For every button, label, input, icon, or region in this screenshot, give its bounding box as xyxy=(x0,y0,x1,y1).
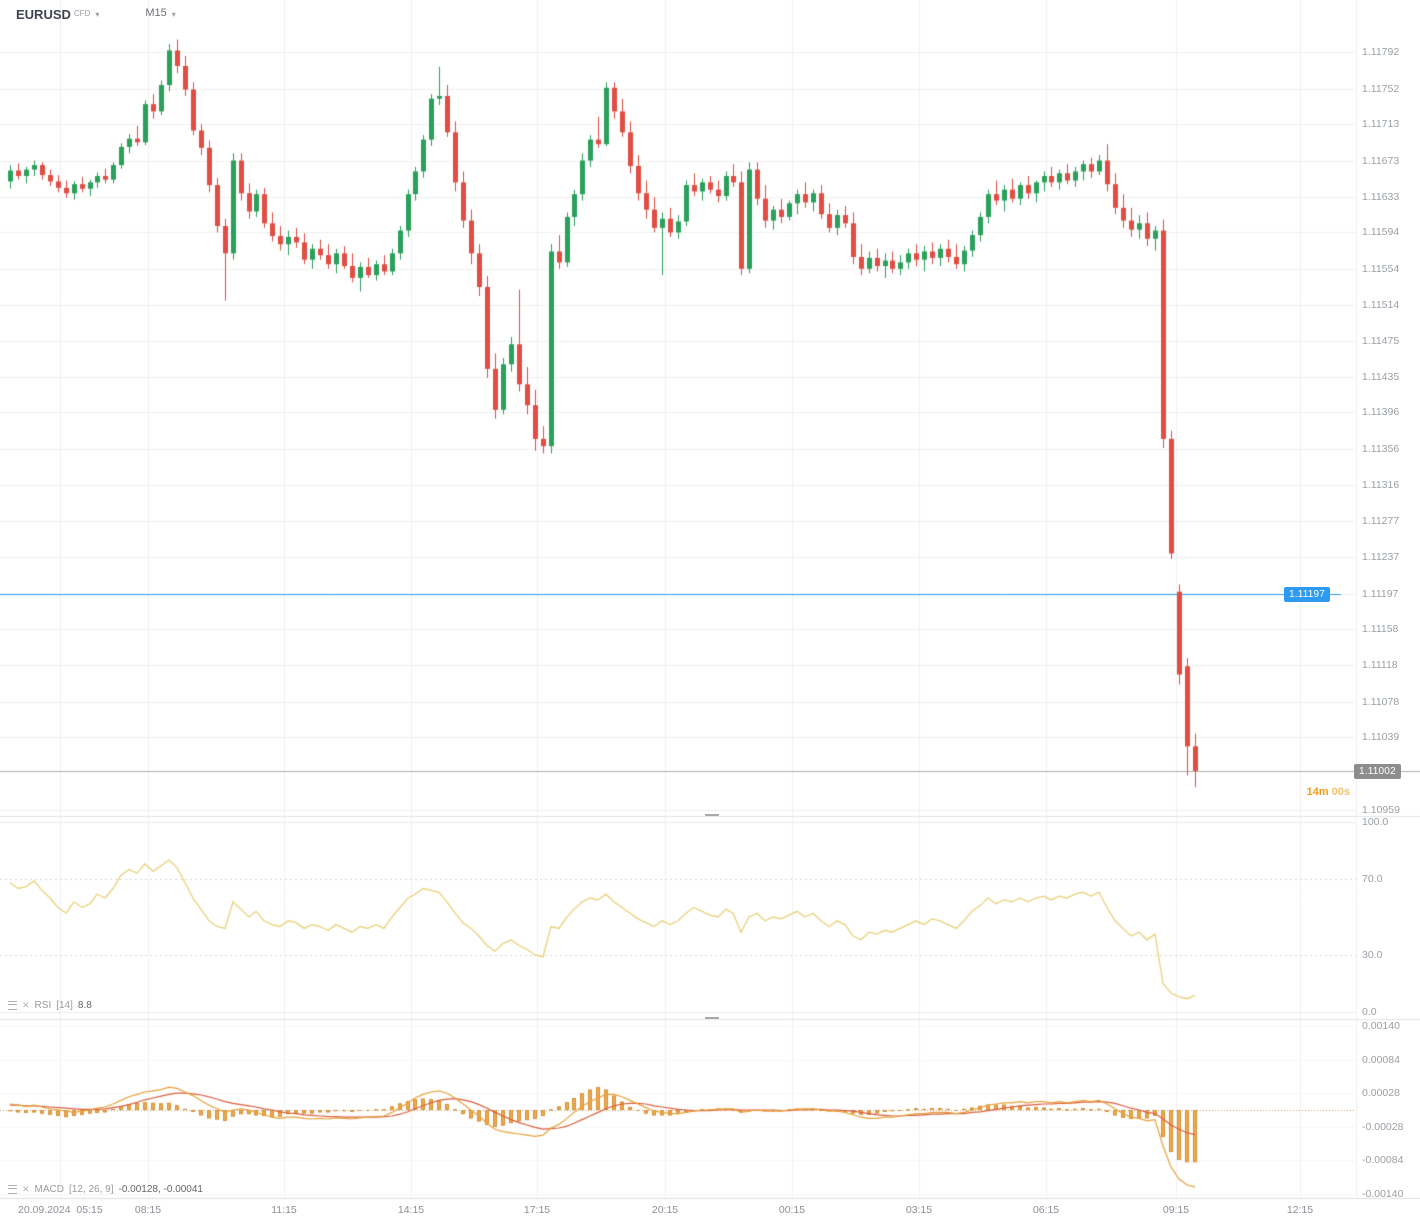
indicator-settings-icon[interactable] xyxy=(8,1001,17,1010)
chevron-down-icon: ▾ xyxy=(171,10,176,19)
price-tick: 1.11197 xyxy=(1362,587,1399,600)
price-tick: 1.11792 xyxy=(1362,46,1400,59)
price-tick: 1.11277 xyxy=(1362,514,1400,527)
indicator-close-icon[interactable]: ✕ xyxy=(22,1000,30,1010)
time-tick: 14:15 xyxy=(397,1204,425,1216)
macd-name: MACD xyxy=(34,1184,64,1195)
countdown-seconds: 00s xyxy=(1331,785,1350,798)
price-tick: 1.11673 xyxy=(1362,154,1400,167)
macd-tick: -0.00140 xyxy=(1362,1188,1404,1200)
price-tick: 1.11396 xyxy=(1362,406,1400,419)
instrument-type-label: CFD xyxy=(73,9,91,18)
candle-countdown-timer: 14m 00s xyxy=(1307,786,1350,798)
macd-tick: -0.00084 xyxy=(1362,1154,1404,1167)
time-tick: 03:15 xyxy=(905,1204,933,1216)
panel-resize-handle[interactable] xyxy=(705,814,719,816)
time-tick: 09:15 xyxy=(1162,1204,1190,1216)
current-price-badge: 1.11002 xyxy=(1354,763,1401,779)
indicator-settings-icon[interactable] xyxy=(8,1185,17,1194)
price-tick: 1.11514 xyxy=(1362,299,1400,312)
rsi-tick: 70.0 xyxy=(1362,873,1383,885)
chart-header: EURUSD CFD ▾ M15 ▾ xyxy=(16,7,176,22)
rsi-tick: 30.0 xyxy=(1362,949,1383,961)
price-tick: 1.11237 xyxy=(1362,551,1400,564)
time-tick: 11:15 xyxy=(271,1204,297,1216)
macd-tick: -0.00028 xyxy=(1362,1120,1404,1133)
price-tick: 1.11316 xyxy=(1362,479,1400,492)
price-tick: 1.11713 xyxy=(1362,118,1400,131)
panel-resize-handle[interactable] xyxy=(705,1017,719,1019)
rsi-params: [14] xyxy=(56,1000,73,1011)
countdown-minutes: 14m xyxy=(1306,785,1329,798)
macd-tick: 0.00084 xyxy=(1362,1053,1400,1066)
symbol-label: EURUSD xyxy=(16,7,71,22)
price-tick: 1.11118 xyxy=(1362,659,1398,672)
price-tick: 1.11475 xyxy=(1362,334,1400,347)
chevron-down-icon: ▾ xyxy=(95,10,100,19)
price-tick: 1.11039 xyxy=(1362,731,1400,744)
macd-params: [12, 26, 9] xyxy=(69,1184,114,1195)
macd-tick: 0.00028 xyxy=(1362,1087,1400,1100)
time-tick: 20:15 xyxy=(651,1204,679,1216)
rsi-tick: 0.0 xyxy=(1362,1006,1377,1018)
time-tick: 17:15 xyxy=(523,1204,551,1216)
rsi-value: 8.8 xyxy=(77,1000,92,1011)
time-tick: 06:15 xyxy=(1032,1204,1060,1216)
indicator-close-icon[interactable]: ✕ xyxy=(22,1184,30,1194)
rsi-name: RSI xyxy=(34,1000,52,1011)
time-tick: 08:15 xyxy=(134,1204,162,1216)
timeframe-selector[interactable]: M15 ▾ xyxy=(145,7,175,19)
price-tick: 1.11356 xyxy=(1362,442,1400,455)
price-tick: 1.11752 xyxy=(1362,82,1400,95)
alert-price-badge: 1.11197 xyxy=(1284,586,1331,602)
price-tick: 1.11078 xyxy=(1362,695,1400,708)
time-tick: 20.09.2024 05:15 xyxy=(18,1204,103,1216)
macd-indicator-label: ✕ MACD [12, 26, 9] -0.00128, -0.00041 xyxy=(8,1184,203,1195)
time-tick: 12:15 xyxy=(1286,1204,1314,1216)
timeframe-label: M15 xyxy=(145,7,167,19)
price-tick: 1.11435 xyxy=(1362,371,1400,384)
macd-tick: 0.00140 xyxy=(1362,1020,1400,1032)
time-tick: 00:15 xyxy=(778,1204,806,1216)
price-tick: 1.11633 xyxy=(1362,190,1400,203)
price-tick: 1.11158 xyxy=(1362,622,1399,635)
rsi-indicator-label: ✕ RSI [14] 8.8 xyxy=(8,1000,92,1011)
price-tick: 1.11554 xyxy=(1362,262,1400,275)
price-tick: 1.10959 xyxy=(1362,804,1400,816)
symbol-selector[interactable]: EURUSD CFD ▾ xyxy=(16,7,99,22)
rsi-tick: 100.0 xyxy=(1362,816,1389,828)
macd-values: -0.00128, -0.00041 xyxy=(118,1184,203,1195)
price-tick: 1.11594 xyxy=(1362,226,1400,239)
